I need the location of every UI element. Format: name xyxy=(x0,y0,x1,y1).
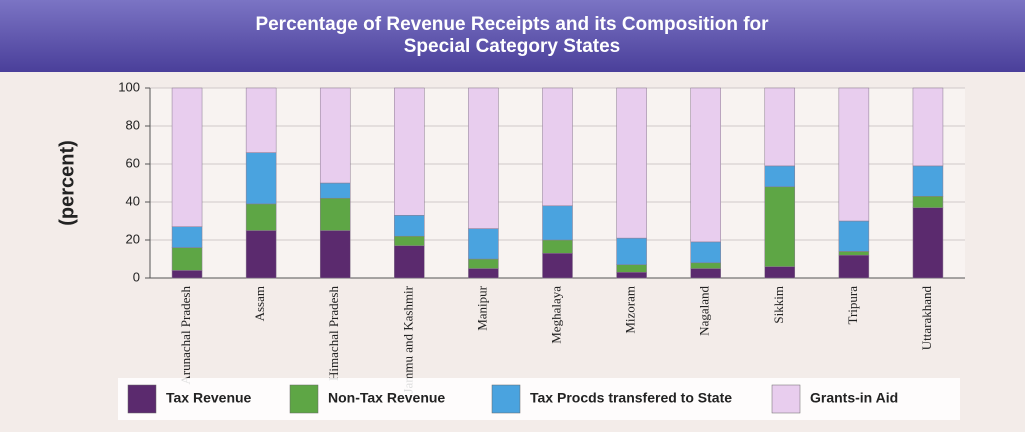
bar-segment xyxy=(839,255,869,278)
bar-segment xyxy=(246,204,276,231)
bar-segment xyxy=(468,229,498,259)
legend-label: Tax Procds transfered to State xyxy=(530,390,732,406)
bar-segment xyxy=(765,166,795,187)
bar-segment xyxy=(617,238,647,265)
bar-segment xyxy=(246,88,276,153)
bar-segment xyxy=(172,270,202,278)
bar-segment xyxy=(913,196,943,207)
y-tick-label: 80 xyxy=(126,117,140,132)
bar-segment xyxy=(913,208,943,278)
legend-swatch xyxy=(492,385,520,413)
bar-segment xyxy=(839,88,869,221)
legend-label: Tax Revenue xyxy=(166,390,252,406)
bar-segment xyxy=(543,206,573,240)
bar-segment xyxy=(394,246,424,278)
bar-segment xyxy=(691,242,721,263)
bar-segment xyxy=(320,231,350,279)
bar-segment xyxy=(617,265,647,273)
bar-segment xyxy=(320,198,350,230)
y-tick-label: 20 xyxy=(126,231,140,246)
x-tick-label: Sikkim xyxy=(771,286,786,324)
bar-segment xyxy=(543,88,573,206)
legend-label: Grants-in Aid xyxy=(810,390,898,406)
bar-segment xyxy=(617,88,647,238)
bar-segment xyxy=(839,221,869,251)
bar-segment xyxy=(394,236,424,246)
x-tick-label: Himachal Pradesh xyxy=(326,286,341,381)
bar-segment xyxy=(172,227,202,248)
bar-segment xyxy=(617,272,647,278)
chart: Percentage of Revenue Receipts and its C… xyxy=(0,0,1025,432)
bar-segment xyxy=(543,240,573,253)
bar-segment xyxy=(691,269,721,279)
legend-label: Non-Tax Revenue xyxy=(328,390,445,406)
bar-segment xyxy=(468,259,498,269)
bar-segment xyxy=(394,88,424,215)
legend-swatch xyxy=(128,385,156,413)
x-tick-label: Tripura xyxy=(845,286,860,325)
x-tick-label: Meghalaya xyxy=(548,286,563,344)
bar-segment xyxy=(913,166,943,196)
x-tick-label: Uttarakhand xyxy=(919,286,934,351)
bar-segment xyxy=(691,88,721,242)
bar-segment xyxy=(246,153,276,204)
bar-segment xyxy=(172,88,202,227)
bar-segment xyxy=(765,267,795,278)
bar-segment xyxy=(543,253,573,278)
bar-segment xyxy=(913,88,943,166)
legend-swatch xyxy=(290,385,318,413)
bar-segment xyxy=(839,251,869,255)
bar-segment xyxy=(468,88,498,229)
bar-segment xyxy=(246,231,276,279)
bar-segment xyxy=(691,263,721,269)
y-tick-label: 40 xyxy=(126,193,140,208)
bar-segment xyxy=(320,88,350,183)
bar-segment xyxy=(172,248,202,271)
x-tick-label: Arunachal Pradesh xyxy=(178,286,193,385)
bar-segment xyxy=(765,88,795,166)
x-tick-label: Nagaland xyxy=(697,286,712,336)
bar-segment xyxy=(765,187,795,267)
x-tick-label: Jammu and Kashmir xyxy=(400,285,415,393)
bar-segment xyxy=(394,215,424,236)
x-tick-label: Assam xyxy=(252,286,267,321)
bar-segment xyxy=(320,183,350,198)
legend-swatch xyxy=(772,385,800,413)
y-tick-label: 100 xyxy=(118,79,140,94)
bar-segment xyxy=(468,269,498,279)
y-axis-label: (percent) xyxy=(56,140,78,226)
x-tick-label: Manipur xyxy=(474,285,489,330)
x-tick-label: Mizoram xyxy=(623,286,638,334)
y-tick-label: 60 xyxy=(126,155,140,170)
y-tick-label: 0 xyxy=(133,269,140,284)
